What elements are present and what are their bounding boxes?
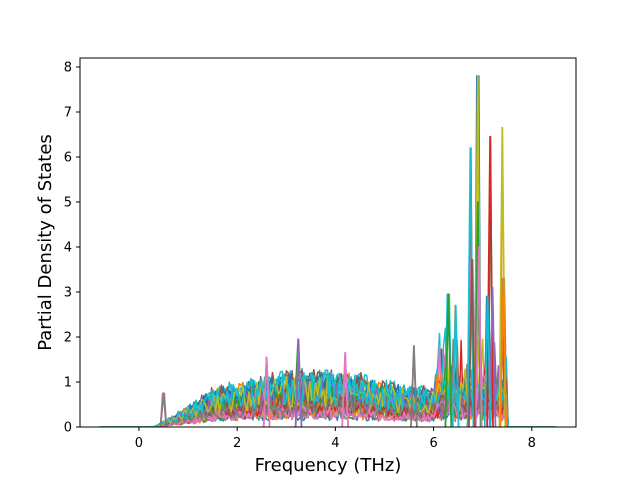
peak-spike bbox=[474, 246, 483, 427]
x-tick-label: 8 bbox=[528, 436, 536, 451]
peak-spike bbox=[451, 304, 460, 427]
peak-spike bbox=[468, 258, 476, 427]
y-tick-label: 0 bbox=[64, 421, 72, 436]
peak-spike bbox=[262, 356, 271, 427]
peak-spike bbox=[294, 338, 303, 427]
x-tick-label: 2 bbox=[233, 436, 241, 451]
peak-spike bbox=[499, 277, 508, 427]
y-tick-label: 3 bbox=[64, 286, 72, 301]
y-tick-label: 2 bbox=[64, 331, 72, 346]
peak-spike bbox=[410, 345, 418, 427]
x-tick-label: 0 bbox=[135, 436, 143, 451]
y-tick-label: 4 bbox=[64, 241, 72, 256]
y-axis-label: Partial Density of States bbox=[35, 134, 56, 351]
plot-frame bbox=[79, 57, 577, 428]
y-tick-label: 5 bbox=[64, 196, 72, 211]
x-axis-ticks: 0 2 4 6 8 bbox=[135, 427, 536, 451]
series-layer bbox=[99, 75, 556, 427]
x-tick-label: 4 bbox=[331, 436, 339, 451]
y-tick-label: 7 bbox=[64, 106, 72, 121]
peak-spike bbox=[483, 295, 492, 427]
peak-spike bbox=[341, 351, 349, 427]
peak-spike bbox=[444, 293, 453, 427]
y-tick-label: 1 bbox=[64, 376, 72, 391]
y-tick-label: 8 bbox=[64, 61, 72, 76]
y-tick-label: 6 bbox=[64, 151, 72, 166]
peak-spike bbox=[488, 286, 497, 427]
y-axis-ticks: 0 1 2 3 4 5 6 7 8 bbox=[64, 61, 80, 436]
peak-spike bbox=[159, 392, 168, 427]
x-axis-label: Frequency (THz) bbox=[255, 455, 402, 476]
x-tick-label: 6 bbox=[429, 436, 437, 451]
series-line bbox=[99, 338, 556, 427]
